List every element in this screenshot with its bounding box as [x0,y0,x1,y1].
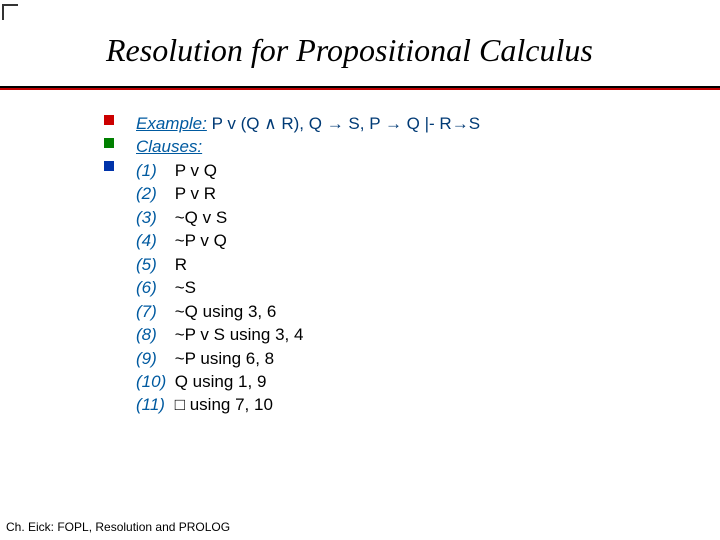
page-title: Resolution for Propositional Calculus [106,32,593,69]
footer-text: Ch. Eick: FOPL, Resolution and PROLOG [6,520,230,534]
clause-num: (4) [136,229,170,252]
clause-num: (2) [136,182,170,205]
clause-text: R [175,255,187,274]
bullet-square-green-icon [104,138,114,148]
slide: Resolution for Propositional Calculus Ex… [0,0,720,540]
example-label: Example: [136,114,207,133]
clause-row: (8) ~P v S using 3, 4 [136,323,480,346]
clauses-label-text: Clauses: [136,137,202,156]
clause-num: (10) [136,370,170,393]
clause-text: P v Q [175,161,217,180]
clause-row: (6) ~S [136,276,480,299]
clause-num: (9) [136,347,170,370]
clause-text: □ using 7, 10 [175,395,273,414]
clause-row: (2) P v R [136,182,480,205]
bullet-decoration [104,114,122,178]
clause-row: (1) P v Q [136,159,480,182]
clauses-label: Clauses: [136,135,480,158]
bullet-square-blue-icon [104,161,114,171]
example-sequent: P v (Q ∧ R), Q → S, P → Q |- R→S [212,114,480,133]
clause-text: ~S [175,278,196,297]
clause-text: ~P v Q [175,231,227,250]
clause-num: (8) [136,323,170,346]
clause-text: ~Q v S [175,208,227,227]
clause-row: (3) ~Q v S [136,206,480,229]
clause-text: ~P using 6, 8 [175,349,274,368]
clause-num: (1) [136,159,170,182]
title-underline [0,86,720,90]
clause-num: (6) [136,276,170,299]
corner-mark-icon [2,4,18,20]
content-block: Example: P v (Q ∧ R), Q → S, P → Q |- R→… [136,112,480,417]
clause-num: (5) [136,253,170,276]
clause-row: (11) □ using 7, 10 [136,393,480,416]
example-line: Example: P v (Q ∧ R), Q → S, P → Q |- R→… [136,112,480,135]
clause-row: (10) Q using 1, 9 [136,370,480,393]
clause-row: (4) ~P v Q [136,229,480,252]
clause-row: (9) ~P using 6, 8 [136,347,480,370]
clause-num: (3) [136,206,170,229]
clause-num: (11) [136,393,170,416]
clause-row: (5) R [136,253,480,276]
clause-text: ~Q using 3, 6 [175,302,277,321]
bullet-square-red-icon [104,115,114,125]
clause-text: ~P v S using 3, 4 [175,325,304,344]
clause-num: (7) [136,300,170,323]
clause-text: Q using 1, 9 [175,372,267,391]
clause-row: (7) ~Q using 3, 6 [136,300,480,323]
clause-text: P v R [175,184,216,203]
